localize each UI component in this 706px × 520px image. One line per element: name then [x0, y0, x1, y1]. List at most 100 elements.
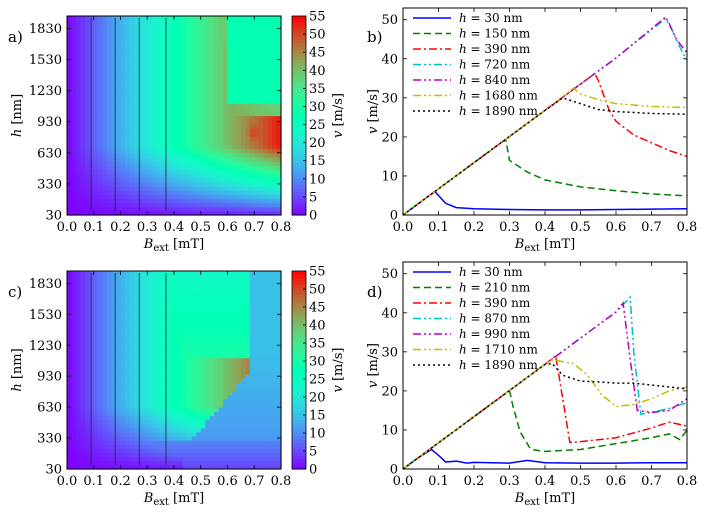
heatmap-cell	[124, 304, 131, 309]
heatmap-cell	[267, 279, 273, 284]
heatmap-cell	[200, 132, 206, 137]
heatmap-cell	[205, 436, 211, 441]
heatmap-cell	[80, 36, 86, 42]
heatmap-cell	[160, 40, 166, 46]
heatmap-cell	[98, 190, 104, 195]
heatmap-cell	[169, 94, 175, 100]
heatmap-cell	[84, 332, 90, 338]
heatmap-cell	[218, 394, 224, 400]
heatmap-cell	[182, 169, 188, 175]
colorbar-segment	[292, 158, 306, 163]
heatmap-cell	[107, 53, 113, 59]
heatmap-cell	[236, 308, 242, 313]
heatmap-cell	[151, 103, 157, 108]
heatmap-cell	[267, 148, 273, 154]
heatmap-cell	[191, 431, 197, 437]
heatmap-cell	[236, 304, 242, 309]
heatmap-cell	[133, 271, 139, 276]
heatmap-cell	[129, 152, 135, 158]
heatmap-cell	[223, 361, 229, 367]
heatmap-cell	[214, 74, 220, 79]
heatmap-cell	[120, 45, 126, 50]
heatmap-cell	[267, 98, 273, 104]
heatmap-cell	[142, 279, 148, 284]
heatmap-cell	[236, 394, 242, 400]
heatmap-cell	[187, 115, 193, 121]
heatmap-cell	[191, 316, 197, 322]
heatmap-cell	[160, 28, 166, 34]
heatmap-cell	[182, 65, 188, 71]
heatmap-cell	[67, 190, 73, 195]
heatmap-cell	[98, 32, 104, 38]
heatmap-cell	[236, 275, 242, 280]
heatmap-cell	[67, 40, 73, 46]
heatmap-cell	[272, 299, 278, 305]
heatmap-cell	[245, 353, 251, 359]
heatmap-cell	[89, 316, 95, 322]
heatmap-cell	[124, 337, 131, 342]
heatmap-cell	[200, 185, 206, 191]
heatmap-cell	[142, 365, 148, 371]
heatmap-cell	[80, 456, 86, 462]
colorbar-segment	[292, 82, 306, 87]
heatmap-cell	[191, 464, 197, 470]
heatmap-cell	[160, 324, 166, 330]
heatmap-cell	[111, 390, 117, 396]
heatmap-cell	[107, 115, 113, 121]
heatmap-cell	[209, 316, 215, 322]
heatmap-cell	[156, 20, 162, 25]
heatmap-cell	[231, 283, 238, 289]
heatmap-cell	[156, 423, 162, 429]
heatmap-cell	[111, 148, 117, 154]
heatmap-cell	[227, 107, 233, 112]
heatmap-cell	[124, 190, 131, 195]
heatmap-cell	[276, 156, 282, 162]
heatmap-cell	[200, 353, 206, 359]
heatmap-cell	[111, 361, 117, 367]
heatmap-cell	[231, 140, 238, 146]
heatmap-cell	[80, 161, 86, 166]
heatmap-cell	[80, 316, 86, 322]
heatmap-cell	[209, 378, 215, 383]
heatmap-cell	[205, 419, 211, 425]
heatmap-cell	[169, 398, 175, 404]
heatmap-cell	[156, 194, 162, 200]
heatmap-cell	[218, 440, 224, 445]
heatmap-cell	[129, 295, 135, 301]
heatmap-cell	[236, 165, 242, 170]
heatmap-cell	[263, 185, 269, 191]
heatmap-cell	[223, 349, 229, 355]
heatmap-cell	[187, 20, 193, 25]
colorbar-segment	[292, 181, 306, 186]
heatmap-cell	[67, 136, 73, 141]
heatmap-cell	[187, 185, 193, 191]
heatmap-cell	[272, 202, 278, 208]
heatmap-cell	[178, 136, 184, 141]
heatmap-cell	[245, 144, 251, 150]
heatmap-cell	[116, 332, 122, 338]
heatmap-cell	[160, 299, 166, 305]
x-axis-subscript: ext	[524, 243, 540, 254]
heatmap-cell	[124, 173, 131, 179]
heatmap-cell	[75, 456, 81, 462]
heatmap-cell	[165, 407, 171, 412]
heatmap-cell	[191, 295, 197, 301]
colorbar-tick-label: 25	[309, 373, 326, 388]
heatmap-cell	[214, 431, 220, 437]
heatmap-cell	[129, 115, 135, 121]
heatmap-cell	[169, 415, 175, 421]
heatmap-cell	[93, 177, 99, 183]
heatmap-cell	[236, 78, 242, 83]
heatmap-cell	[151, 283, 157, 289]
heatmap-cell	[209, 69, 215, 75]
heatmap-cell	[133, 36, 139, 42]
heatmap-cell	[138, 423, 144, 429]
heatmap-cell	[214, 185, 220, 191]
heatmap-cell	[102, 353, 108, 359]
y-tick-label: 30	[381, 91, 398, 106]
heatmap-cell	[165, 190, 171, 195]
heatmap-cell	[218, 57, 224, 63]
colorbar-segment	[292, 350, 306, 355]
heatmap-cell	[142, 403, 148, 408]
y-axis-label: h [nm]	[10, 348, 25, 391]
